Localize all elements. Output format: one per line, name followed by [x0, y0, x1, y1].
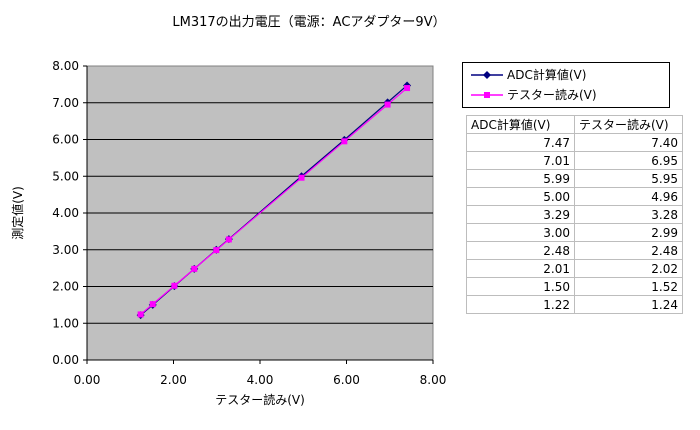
table-cell-adc: 2.48	[466, 241, 575, 260]
table-cell-tester: 7.40	[574, 133, 683, 152]
table-cell-tester: 2.48	[574, 241, 683, 260]
table-cell-adc: 7.47	[466, 133, 575, 152]
x-axis-label: テスター読み(V)	[215, 392, 305, 407]
y-tick-label: 7.00	[52, 96, 79, 110]
y-tick-label: 3.00	[52, 243, 79, 257]
y-tick-label: 8.00	[52, 59, 79, 73]
table-row: 3.29 3.28	[466, 205, 683, 224]
y-tick-label: 1.00	[52, 316, 79, 330]
y-tick-label: 6.00	[52, 133, 79, 147]
series-layer	[136, 81, 412, 320]
table-row: 5.99 5.95	[466, 169, 683, 188]
table-cell-adc: 5.00	[466, 187, 575, 206]
data-point-square	[384, 101, 391, 108]
table-cell-tester: 4.96	[574, 187, 683, 206]
x-tick-label: 2.00	[160, 373, 187, 387]
data-point-square	[298, 174, 305, 181]
table-cell-adc: 3.00	[466, 223, 575, 242]
table-cell-tester: 3.28	[574, 205, 683, 224]
legend-label-tester: テスター読み(V)	[507, 88, 597, 102]
axes	[83, 65, 434, 364]
x-tick-label: 0.00	[74, 373, 101, 387]
table-row: 7.01 6.95	[466, 151, 683, 170]
chart-title: LM317の出力電圧（電源：ACアダプター9V）	[172, 15, 445, 30]
table-cell-tester: 1.52	[574, 277, 683, 296]
table-cell-adc: 2.01	[466, 259, 575, 278]
data-point-square	[225, 236, 232, 243]
y-tick-label: 4.00	[52, 206, 79, 220]
table-cell-tester: 5.95	[574, 169, 683, 188]
table-cell-adc: 3.29	[466, 205, 575, 224]
table-row: 7.47 7.40	[466, 133, 683, 152]
table-header-tester: テスター読み(V)	[574, 115, 683, 134]
table-row: 1.22 1.24	[466, 295, 683, 314]
x-tick-label: 4.00	[247, 373, 274, 387]
x-tick-label: 8.00	[420, 373, 447, 387]
table-cell-adc: 1.22	[466, 295, 575, 314]
gridlines	[87, 102, 433, 324]
table-cell-adc: 1.50	[466, 277, 575, 296]
legend-marker-diamond-icon	[471, 71, 503, 79]
legend-label-adc: ADC計算値(V)	[507, 68, 587, 82]
table-cell-tester: 2.02	[574, 259, 683, 278]
data-point-square	[149, 301, 156, 308]
table-row: 2.48 2.48	[466, 241, 683, 260]
x-tick-label: 6.00	[333, 373, 360, 387]
data-point-square	[137, 311, 144, 318]
table-header-row: ADC計算値(V) テスター読み(V)	[466, 115, 683, 134]
y-tick-label: 0.00	[52, 353, 79, 367]
y-tick-label: 5.00	[52, 169, 79, 183]
y-tick-labels: 0.00 1.00 2.00 3.00 4.00 5.00 6.00 7.00 8.00	[52, 59, 79, 367]
table-cell-adc: 5.99	[466, 169, 575, 188]
data-point-square	[171, 282, 178, 289]
table-row: 2.01 2.02	[466, 259, 683, 278]
data-point-square	[404, 85, 411, 92]
y-tick-label: 2.00	[52, 280, 79, 294]
series-line-1	[140, 87, 408, 315]
table-cell-tester: 6.95	[574, 151, 683, 170]
table-header-adc: ADC計算値(V)	[466, 115, 575, 134]
data-table: ADC計算値(V) テスター読み(V) 7.47 7.40 7.01 6.95 5.…	[466, 115, 683, 314]
data-point-square	[341, 138, 348, 145]
data-point-square	[213, 247, 220, 254]
table-row: 5.00 4.96	[466, 187, 683, 206]
table-row: 3.00 2.99	[466, 223, 683, 242]
table-cell-adc: 7.01	[466, 151, 575, 170]
table-row: 1.50 1.52	[466, 277, 683, 296]
x-tick-labels: 0.00 2.00 4.00 6.00 8.00	[74, 373, 447, 387]
table-cell-tester: 2.99	[574, 223, 683, 242]
data-point-square	[191, 265, 198, 272]
legend-marker-square-icon	[471, 92, 503, 98]
y-axis-label: 測定値(V)	[10, 186, 25, 240]
table-cell-tester: 1.24	[574, 295, 683, 314]
legend: ADC計算値(V) テスター読み(V)	[462, 62, 670, 108]
